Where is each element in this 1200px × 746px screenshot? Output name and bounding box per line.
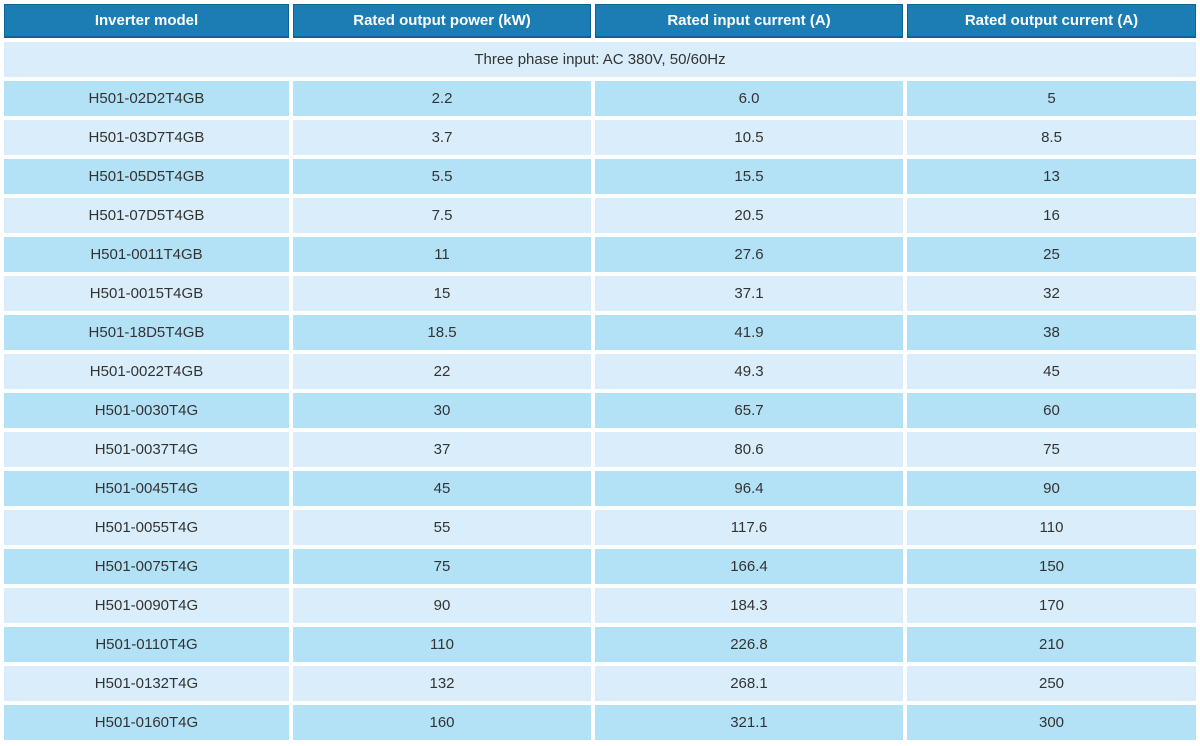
cell-inverter-model: H501-07D5T4GB — [4, 198, 289, 233]
span-row: Three phase input: AC 380V, 50/60Hz — [4, 42, 1196, 77]
cell-rated-output-current: 38 — [907, 315, 1196, 350]
table-row: H501-0160T4G 160 321.1 300 — [4, 705, 1196, 740]
cell-rated-output-power: 22 — [293, 354, 591, 389]
column-header-inverter-model: Inverter model — [4, 4, 289, 38]
column-header-rated-output-power: Rated output power (kW) — [293, 4, 591, 38]
cell-rated-output-power: 45 — [293, 471, 591, 506]
cell-rated-input-current: 321.1 — [595, 705, 903, 740]
cell-rated-input-current: 96.4 — [595, 471, 903, 506]
cell-rated-output-current: 60 — [907, 393, 1196, 428]
table-row: H501-0015T4GB 15 37.1 32 — [4, 276, 1196, 311]
cell-inverter-model: H501-18D5T4GB — [4, 315, 289, 350]
cell-rated-output-current: 75 — [907, 432, 1196, 467]
cell-rated-output-current: 45 — [907, 354, 1196, 389]
table-row: H501-18D5T4GB 18.5 41.9 38 — [4, 315, 1196, 350]
column-header-rated-input-current: Rated input current (A) — [595, 4, 903, 38]
cell-rated-input-current: 41.9 — [595, 315, 903, 350]
cell-rated-output-current: 13 — [907, 159, 1196, 194]
table-row: H501-0055T4G 55 117.6 110 — [4, 510, 1196, 545]
cell-rated-output-power: 2.2 — [293, 81, 591, 116]
table-row: H501-02D2T4GB 2.2 6.0 5 — [4, 81, 1196, 116]
table-row: H501-0132T4G 132 268.1 250 — [4, 666, 1196, 701]
cell-inverter-model: H501-0030T4G — [4, 393, 289, 428]
cell-rated-input-current: 20.5 — [595, 198, 903, 233]
cell-rated-output-current: 25 — [907, 237, 1196, 272]
cell-inverter-model: H501-0090T4G — [4, 588, 289, 623]
table-row: H501-0037T4G 37 80.6 75 — [4, 432, 1196, 467]
cell-inverter-model: H501-05D5T4GB — [4, 159, 289, 194]
table-row: H501-07D5T4GB 7.5 20.5 16 — [4, 198, 1196, 233]
table-body: Three phase input: AC 380V, 50/60Hz H501… — [4, 42, 1196, 740]
table-row: H501-0075T4G 75 166.4 150 — [4, 549, 1196, 584]
cell-inverter-model: H501-0045T4G — [4, 471, 289, 506]
cell-inverter-model: H501-03D7T4GB — [4, 120, 289, 155]
cell-rated-output-power: 55 — [293, 510, 591, 545]
cell-rated-output-current: 210 — [907, 627, 1196, 662]
column-header-rated-output-current: Rated output current (A) — [907, 4, 1196, 38]
cell-inverter-model: H501-0075T4G — [4, 549, 289, 584]
cell-rated-output-power: 110 — [293, 627, 591, 662]
cell-rated-input-current: 10.5 — [595, 120, 903, 155]
cell-rated-output-power: 18.5 — [293, 315, 591, 350]
cell-rated-input-current: 166.4 — [595, 549, 903, 584]
table-row: H501-05D5T4GB 5.5 15.5 13 — [4, 159, 1196, 194]
cell-rated-input-current: 184.3 — [595, 588, 903, 623]
cell-rated-input-current: 80.6 — [595, 432, 903, 467]
cell-rated-input-current: 49.3 — [595, 354, 903, 389]
table-row: H501-0022T4GB 22 49.3 45 — [4, 354, 1196, 389]
cell-inverter-model: H501-0110T4G — [4, 627, 289, 662]
cell-rated-input-current: 117.6 — [595, 510, 903, 545]
cell-inverter-model: H501-0011T4GB — [4, 237, 289, 272]
cell-rated-output-power: 132 — [293, 666, 591, 701]
cell-rated-input-current: 27.6 — [595, 237, 903, 272]
table-row: H501-03D7T4GB 3.7 10.5 8.5 — [4, 120, 1196, 155]
cell-rated-input-current: 226.8 — [595, 627, 903, 662]
cell-rated-output-current: 300 — [907, 705, 1196, 740]
table-row: H501-0110T4G 110 226.8 210 — [4, 627, 1196, 662]
cell-rated-output-power: 7.5 — [293, 198, 591, 233]
span-row-label: Three phase input: AC 380V, 50/60Hz — [4, 42, 1196, 77]
cell-rated-input-current: 37.1 — [595, 276, 903, 311]
cell-rated-input-current: 65.7 — [595, 393, 903, 428]
cell-inverter-model: H501-02D2T4GB — [4, 81, 289, 116]
cell-rated-output-power: 75 — [293, 549, 591, 584]
cell-inverter-model: H501-0022T4GB — [4, 354, 289, 389]
cell-rated-output-current: 5 — [907, 81, 1196, 116]
table-row: H501-0030T4G 30 65.7 60 — [4, 393, 1196, 428]
cell-rated-output-power: 30 — [293, 393, 591, 428]
cell-rated-output-power: 37 — [293, 432, 591, 467]
cell-rated-input-current: 268.1 — [595, 666, 903, 701]
cell-rated-output-power: 90 — [293, 588, 591, 623]
cell-inverter-model: H501-0037T4G — [4, 432, 289, 467]
cell-rated-output-power: 3.7 — [293, 120, 591, 155]
cell-rated-output-current: 90 — [907, 471, 1196, 506]
cell-rated-output-power: 160 — [293, 705, 591, 740]
cell-rated-output-power: 5.5 — [293, 159, 591, 194]
cell-inverter-model: H501-0055T4G — [4, 510, 289, 545]
cell-rated-input-current: 15.5 — [595, 159, 903, 194]
cell-rated-output-current: 8.5 — [907, 120, 1196, 155]
cell-rated-output-power: 11 — [293, 237, 591, 272]
table-row: H501-0045T4G 45 96.4 90 — [4, 471, 1196, 506]
cell-rated-output-current: 32 — [907, 276, 1196, 311]
cell-inverter-model: H501-0015T4GB — [4, 276, 289, 311]
cell-rated-output-current: 150 — [907, 549, 1196, 584]
cell-rated-output-current: 170 — [907, 588, 1196, 623]
cell-rated-output-power: 15 — [293, 276, 591, 311]
cell-rated-output-current: 16 — [907, 198, 1196, 233]
cell-rated-input-current: 6.0 — [595, 81, 903, 116]
table-row: H501-0011T4GB 11 27.6 25 — [4, 237, 1196, 272]
cell-inverter-model: H501-0132T4G — [4, 666, 289, 701]
table-row: H501-0090T4G 90 184.3 170 — [4, 588, 1196, 623]
cell-rated-output-current: 250 — [907, 666, 1196, 701]
cell-rated-output-current: 110 — [907, 510, 1196, 545]
cell-inverter-model: H501-0160T4G — [4, 705, 289, 740]
header-row: Inverter model Rated output power (kW) R… — [4, 4, 1196, 38]
